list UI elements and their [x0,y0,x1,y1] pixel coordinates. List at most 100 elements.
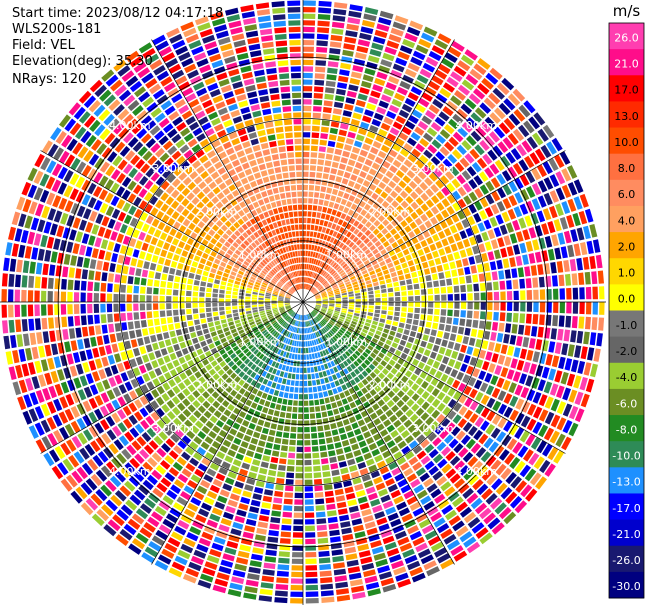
range-gate [377,223,385,231]
range-gate [349,251,356,258]
range-gate [385,82,397,91]
range-gate [59,150,70,164]
range-gate [293,333,297,340]
range-gate [336,357,342,364]
range-gate [111,343,119,353]
range-gate [168,379,176,388]
range-gate [114,374,123,385]
range-gate [308,313,312,319]
range-gate [438,272,445,280]
range-gate [209,513,221,522]
range-gate [197,463,208,472]
range-gate [316,232,321,239]
range-gate [498,403,508,415]
range-gate [198,508,210,518]
range-gate [332,231,338,238]
range-gate [407,154,417,163]
range-gate [50,370,59,383]
range-gate [280,270,285,276]
range-gate [466,365,474,375]
range-gate [401,103,413,113]
range-gate [148,492,160,504]
range-gate [208,343,215,350]
range-gate [390,271,397,278]
range-gate [555,433,566,448]
range-gate [249,195,257,203]
range-gate [511,268,518,278]
range-gate [331,429,339,436]
range-gate [313,465,321,472]
range-gate [338,269,345,275]
range-gate [273,339,278,345]
range-gate [548,368,557,381]
range-gate [563,329,571,342]
range-gate [500,467,512,480]
range-gate [262,495,273,503]
range-gate [226,418,234,427]
range-gate [245,428,254,436]
range-gate [224,331,231,337]
range-gate [196,348,204,356]
range-gate [349,302,355,305]
range-gate [317,260,321,266]
range-gate [212,95,224,104]
range-gate [466,117,478,128]
range-gate [353,197,361,205]
range-gate [426,127,438,137]
range-gate [320,583,334,590]
range-gate [411,572,426,583]
range-gate [129,238,137,247]
range-gate [277,397,283,404]
range-gate [550,262,557,274]
range-gate [412,358,420,367]
range-gate [224,547,237,556]
range-gate [214,364,222,372]
range-gate [145,253,153,262]
range-gate [155,464,167,475]
range-gate [377,565,391,574]
range-gate [246,212,253,220]
range-gate [89,79,103,93]
range-gate [263,448,272,456]
range-gate [446,278,453,286]
range-gate [154,272,161,280]
range-gate [307,257,310,263]
range-gate [391,342,398,349]
range-gate [245,302,251,305]
range-gate [259,384,266,391]
range-gate [362,351,369,358]
range-gate [251,304,258,308]
range-gate [100,419,110,431]
range-gate [341,274,348,279]
range-gate [519,373,528,385]
range-gate [421,524,434,535]
range-gate [258,304,264,307]
range-gate [117,362,125,373]
range-gate [240,177,249,185]
range-gate [113,303,119,312]
range-gate [326,324,332,329]
range-gate [269,402,276,409]
range-gate [317,159,325,166]
range-gate [162,169,172,179]
range-gate [333,325,340,330]
range-gate [100,303,106,313]
range-gate [478,320,485,329]
range-gate [474,302,480,310]
range-gate [87,182,97,195]
range-gate [405,120,416,130]
range-gate [271,396,278,403]
range-gate [188,98,200,108]
range-gate [321,596,335,603]
range-gate [358,334,365,341]
range-gate [567,165,578,179]
range-gate [264,240,270,247]
range-gate [341,244,348,251]
range-gate [95,469,108,482]
range-gate [75,268,82,279]
range-gate [291,287,296,292]
range-gate [166,27,180,38]
range-gate [234,280,241,285]
range-gate [64,118,77,132]
range-gate [453,232,461,242]
